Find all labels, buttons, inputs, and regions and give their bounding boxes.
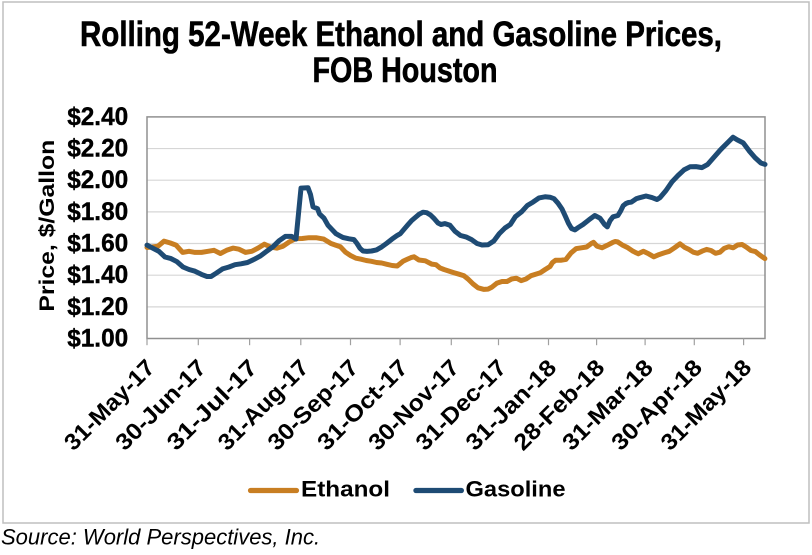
svg-text:Gasoline: Gasoline (466, 477, 566, 502)
svg-text:$1.40: $1.40 (67, 261, 128, 289)
svg-text:$1.60: $1.60 (67, 230, 128, 258)
svg-text:$1.80: $1.80 (67, 198, 128, 226)
svg-text:$1.00: $1.00 (67, 325, 128, 353)
svg-text:Rolling 52-Week Ethanol and Ga: Rolling 52-Week Ethanol and Gasoline Pri… (80, 15, 722, 54)
svg-text:$2.40: $2.40 (67, 103, 128, 131)
svg-text:$2.20: $2.20 (67, 135, 128, 163)
svg-text:Ethanol: Ethanol (301, 477, 390, 502)
svg-text:Price, $/Gallon: Price, $/Gallon (35, 140, 59, 312)
svg-text:$1.20: $1.20 (67, 293, 128, 321)
svg-text:$2.00: $2.00 (67, 166, 128, 194)
svg-text:FOB Houston: FOB Houston (313, 51, 498, 90)
svg-text:Source: World Perspectives, In: Source: World Perspectives, Inc. (1, 525, 320, 550)
